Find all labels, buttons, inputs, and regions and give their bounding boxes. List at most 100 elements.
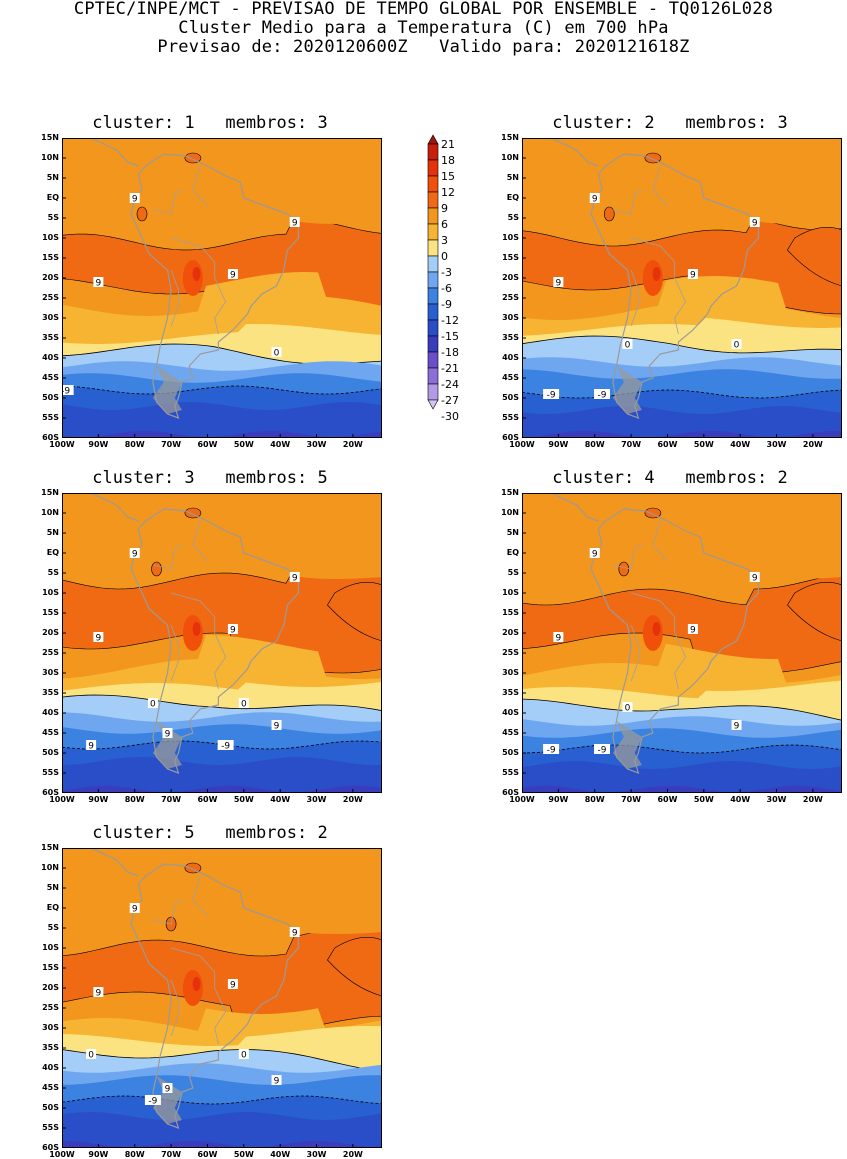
colorbar-label: 21 (441, 138, 455, 151)
svg-text:9: 9 (555, 634, 561, 644)
longitude-label: 40W (730, 440, 751, 449)
contour-label: 9 (289, 572, 300, 584)
latitude-label: 45S (502, 373, 519, 382)
contour-label: 9 (93, 987, 104, 999)
contour-label: 9 (271, 1075, 282, 1087)
svg-text:9: 9 (132, 550, 138, 560)
country-border (152, 189, 183, 215)
latitude-label: 50S (42, 1103, 59, 1112)
field-9-12 (184, 152, 202, 164)
colorbar-label: -9 (441, 298, 452, 311)
field-12-15 (182, 260, 203, 296)
latitude-label: 15N (41, 133, 59, 142)
contour-label: 9 (227, 624, 238, 636)
south-america-outline (130, 508, 299, 774)
latitude-label: EQ (46, 548, 59, 557)
latitude-label: 45S (42, 1083, 59, 1092)
latitude-label: 25S (502, 648, 519, 657)
svg-text:-9: -9 (62, 387, 70, 397)
latitude-label: 30S (502, 668, 519, 677)
latitude-label: 20S (42, 273, 59, 282)
field-9-12 (644, 152, 662, 164)
latitude-label: 15S (42, 963, 59, 972)
longitude-label: 90W (88, 1150, 109, 1159)
colorbar-bottom-arrow (427, 399, 439, 410)
panel-title: cluster: 3 membros: 5 (92, 468, 328, 488)
south-america-outline (130, 153, 299, 419)
latitude-label: 10N (501, 153, 519, 162)
contour-label: -9 (543, 389, 560, 401)
longitude-label: 20W (342, 1150, 363, 1159)
colorbar-label: 9 (441, 202, 448, 215)
longitude-label: 80W (124, 1150, 145, 1159)
contour-label: 9 (553, 632, 564, 644)
svg-text:9: 9 (292, 219, 298, 229)
field-6-9 (696, 138, 842, 224)
longitude-label: 60W (197, 1150, 218, 1159)
country-border (170, 624, 179, 682)
central-america-outline (550, 493, 599, 522)
latitude-label: 50S (502, 748, 519, 757)
colorbar-label: -6 (441, 282, 452, 295)
latitude-label: 50S (42, 748, 59, 757)
latitude-label: 60S (42, 788, 59, 797)
header-subtitle: Cluster Medio para a Temperatura (C) em … (178, 18, 669, 38)
latitude-label: 30S (42, 313, 59, 322)
latitude-label: 10S (42, 943, 59, 952)
contour-label: 9 (162, 728, 173, 740)
latitude-label: 30S (502, 313, 519, 322)
latitude-label: 25S (42, 648, 59, 657)
latitude-label: 5S (507, 213, 519, 222)
contour-label: -9 (217, 740, 234, 752)
field-6-9 (236, 493, 382, 579)
country-border (652, 520, 668, 562)
latitude-label: 60S (502, 433, 519, 442)
header-dates: Previsao de: 2020120600Z Valido para: 20… (157, 37, 690, 57)
colorbar-label: -21 (441, 362, 459, 375)
colorbar-label: 18 (441, 154, 455, 167)
country-border (630, 269, 639, 327)
svg-text:0: 0 (88, 1051, 94, 1061)
latitude-label: 15S (42, 608, 59, 617)
latitude-label: 5S (47, 213, 59, 222)
temperature-map: 9 9 9 9 0 0 -9 -9 15N 10N 5N EQ 5S 10S 15S 20S 25S 30S 35S… (501, 133, 842, 449)
svg-text:-9: -9 (221, 742, 230, 752)
latitude-label: 20S (502, 628, 519, 637)
colorbar-label: 3 (441, 234, 448, 247)
longitude-label: 50W (233, 795, 254, 804)
country-border (214, 987, 227, 1045)
colorbar-label: -3 (441, 266, 452, 279)
field-15-18 (192, 622, 201, 636)
latitude-label: 35S (42, 333, 59, 342)
colorbar-swatch (427, 239, 439, 257)
field-minus15-minus12 (522, 406, 842, 438)
latitude-label: 35S (502, 688, 519, 697)
svg-text:9: 9 (88, 742, 94, 752)
contour-0 (62, 694, 382, 712)
contour-label: 0 (622, 339, 633, 351)
latitude-label: 60S (502, 788, 519, 797)
country-border (214, 632, 227, 690)
longitude-label: 90W (548, 795, 569, 804)
field-6-9 (236, 848, 382, 934)
svg-text:0: 0 (625, 341, 631, 351)
contour-label: -9 (594, 389, 610, 401)
patagonia-landmass (612, 721, 642, 769)
svg-text:9: 9 (752, 574, 758, 584)
colorbar-swatch (427, 255, 439, 273)
colorbar-swatch (427, 223, 439, 241)
map-frame (522, 493, 842, 793)
colorbar-swatch (427, 367, 439, 385)
field-9-12 (618, 561, 630, 577)
contour-label: 9 (86, 740, 97, 752)
latitude-label: 5N (46, 528, 59, 537)
svg-text:0: 0 (150, 700, 156, 710)
svg-text:9: 9 (274, 722, 280, 732)
colorbar-label: 15 (441, 170, 455, 183)
south-america-outline (130, 863, 299, 1129)
svg-text:0: 0 (734, 341, 740, 351)
map-frame (62, 493, 382, 793)
svg-text:9: 9 (95, 634, 101, 644)
field-minus18-minus15 (62, 785, 382, 793)
longitude-label: 70W (161, 795, 182, 804)
